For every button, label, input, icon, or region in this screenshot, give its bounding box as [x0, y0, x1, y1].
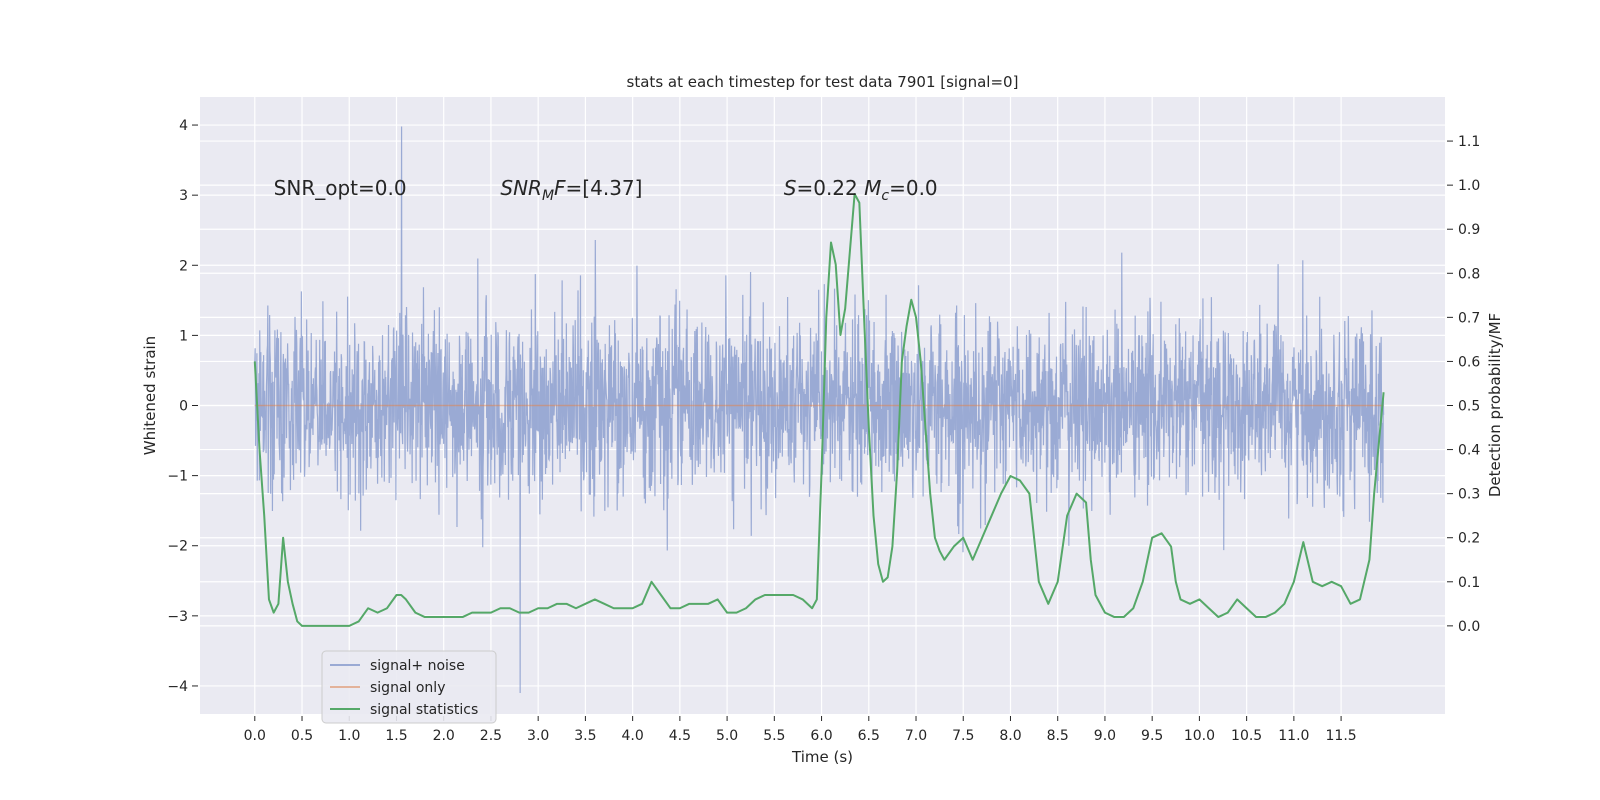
legend-entry-label: signal only [370, 680, 445, 696]
y-tick-label-right: 0.4 [1458, 443, 1480, 459]
y-tick-label-right: 0.6 [1458, 354, 1480, 370]
annotation-text: S=0.22 Mc=0.0 [784, 176, 938, 204]
x-tick-label: 2.5 [480, 728, 502, 744]
x-tick-label: 4.5 [669, 728, 691, 744]
y-tick-label-right: 1.1 [1458, 134, 1480, 150]
x-tick-label: 6.5 [858, 728, 880, 744]
y-tick-label-left: 1 [179, 328, 188, 344]
x-tick-label: 10.5 [1231, 728, 1262, 744]
y-tick-label-right: 0.1 [1458, 575, 1480, 591]
legend: signal+ noise signal only signal statistic… [321, 650, 497, 724]
x-tick-label: 7.5 [952, 728, 974, 744]
y-tick-label-right: 0.5 [1458, 399, 1480, 415]
x-tick-label: 6.0 [810, 728, 832, 744]
y-tick-label-left: 4 [179, 118, 188, 134]
y-tick-label-right: 0.8 [1458, 266, 1480, 282]
x-tick-label: 5.5 [763, 728, 785, 744]
x-tick-label: 3.0 [527, 728, 549, 744]
series-signal-statistics-line [253, 192, 1385, 627]
x-tick-label: 11.5 [1326, 728, 1357, 744]
series-layer [253, 126, 1385, 693]
y-tick-label-right: 0.2 [1458, 531, 1480, 547]
y-axis-label-right: Detection probability/MF [1486, 313, 1504, 497]
x-tick-label: 7.0 [905, 728, 927, 744]
y-tick-label-left: −4 [167, 679, 188, 695]
y-tick-label-right: 0.0 [1458, 619, 1480, 635]
x-tick-label: 8.0 [999, 728, 1021, 744]
legend-box [321, 650, 497, 724]
annotations: SNR_opt=0.0 SNRMF=[4.37] S=0.22 Mc=0.0 [274, 176, 938, 204]
x-tick-label: 1.0 [338, 728, 360, 744]
x-tick-label: 0.5 [291, 728, 313, 744]
y-tick-label-right: 1.0 [1458, 178, 1480, 194]
x-tick-label: 10.0 [1184, 728, 1215, 744]
x-tick-label: 2.0 [433, 728, 455, 744]
annotation-text: SNR_opt=0.0 [274, 176, 407, 200]
chart-title: stats at each timestep for test data 790… [627, 73, 1019, 91]
x-tick-label: 8.5 [1047, 728, 1069, 744]
y-tick-label-right: 0.3 [1458, 487, 1480, 503]
legend-entry-label: signal statistics [370, 702, 478, 718]
y-tick-label-left: 2 [179, 258, 188, 274]
x-axis-label: Time (s) [791, 748, 853, 766]
y-axis-label-left: Whitened strain [141, 336, 159, 455]
x-tick-label: 3.5 [574, 728, 596, 744]
x-tick-label: 5.0 [716, 728, 738, 744]
y-tick-label-left: 0 [179, 399, 188, 415]
series-signal-noise-line [254, 126, 1385, 693]
annotation-text: SNRMF=[4.37] [500, 176, 642, 204]
x-tick-label: 9.5 [1141, 728, 1163, 744]
legend-entry-label: signal+ noise [370, 658, 465, 674]
x-tick-label: 11.0 [1278, 728, 1309, 744]
x-tick-label: 1.5 [385, 728, 407, 744]
x-tick-label: 0.0 [244, 728, 266, 744]
y-tick-label-left: 3 [179, 188, 188, 204]
y-tick-label-left: −1 [167, 469, 188, 485]
x-tick-label: 4.0 [621, 728, 643, 744]
axis-ticks: 0.0 0.5 1.0 1.5 2.0 2.5 3.0 3.5 4.0 4.5 5.0 5.5 6.0 6… [167, 118, 1480, 744]
y-tick-label-left: −2 [167, 539, 188, 555]
x-tick-label: 9.0 [1094, 728, 1116, 744]
y-tick-label-left: −3 [167, 609, 188, 625]
y-tick-label-right: 0.9 [1458, 222, 1480, 238]
y-tick-label-right: 0.7 [1458, 310, 1480, 326]
